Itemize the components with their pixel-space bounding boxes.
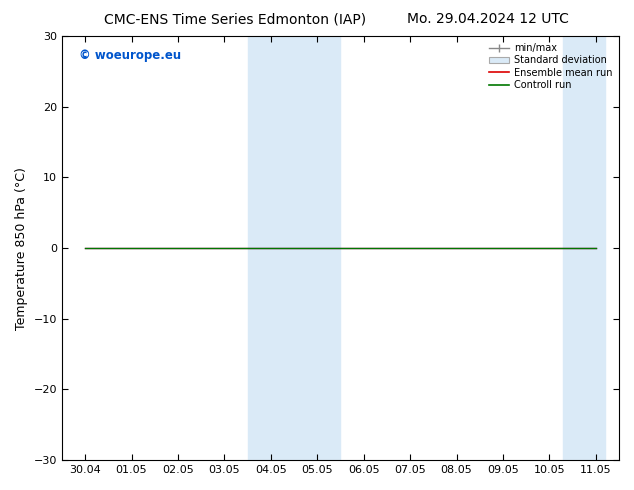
Legend: min/max, Standard deviation, Ensemble mean run, Controll run: min/max, Standard deviation, Ensemble me… [488, 41, 614, 92]
Bar [294, 36, 340, 460]
Text: © woeurope.eu: © woeurope.eu [79, 49, 181, 62]
Bar [248, 36, 294, 460]
Text: CMC-ENS Time Series Edmonton (IAP): CMC-ENS Time Series Edmonton (IAP) [103, 12, 366, 26]
Bar [563, 36, 605, 460]
Y-axis label: Temperature 850 hPa (°C): Temperature 850 hPa (°C) [15, 167, 28, 330]
Text: Mo. 29.04.2024 12 UTC: Mo. 29.04.2024 12 UTC [407, 12, 569, 26]
